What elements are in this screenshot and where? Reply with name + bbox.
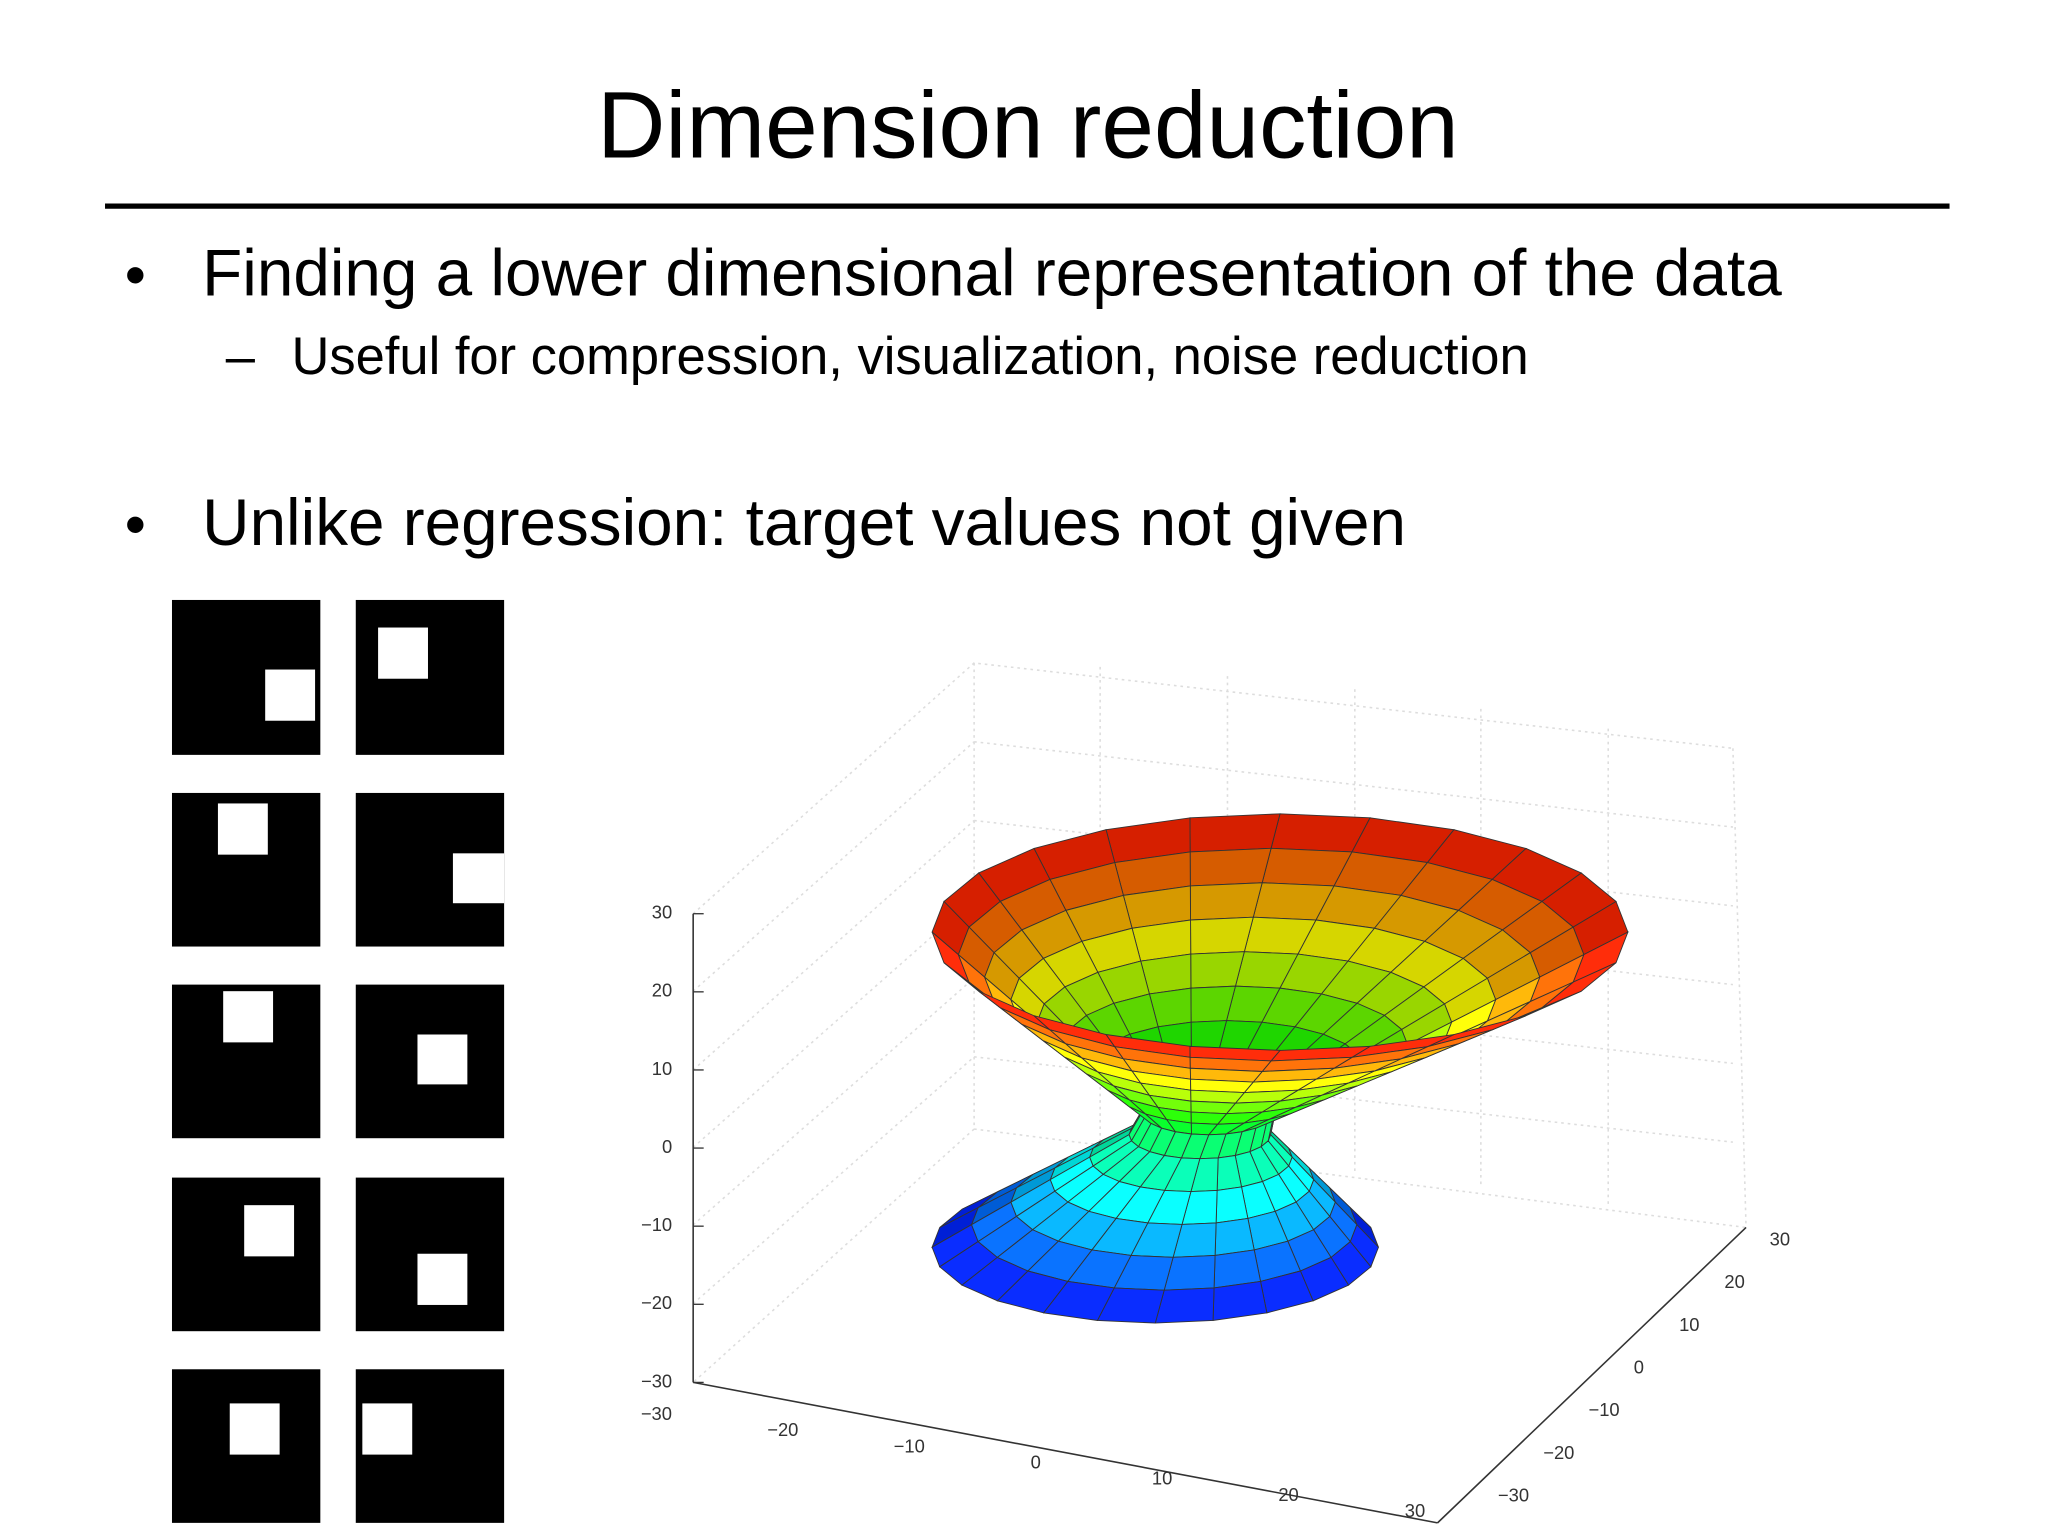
image-patch	[217, 803, 268, 855]
surface-patch	[1189, 847, 1272, 887]
z-tick-label: −30	[641, 1370, 672, 1391]
surface-patch	[1190, 951, 1245, 989]
surface-patch	[1154, 1287, 1215, 1324]
title: Dimension reduction	[597, 73, 1459, 179]
x-tick-label: 20	[1278, 1484, 1298, 1505]
surface-plot: 30 20 10 0 −10 −20 −30 −30 −20 −10 0 10 20 30 30 20 10 0 −…	[641, 662, 1790, 1524]
y-tick-label: 20	[1724, 1271, 1744, 1292]
x-tick-label: −30	[641, 1403, 672, 1424]
surface	[931, 813, 1629, 1324]
surface-patch	[1190, 916, 1254, 955]
image-grid	[171, 599, 505, 1523]
image-patch	[223, 991, 274, 1043]
x-tick-label: 0	[1031, 1452, 1041, 1473]
x-tick-label: 10	[1152, 1468, 1172, 1489]
y-tick-label: 0	[1634, 1356, 1644, 1377]
image	[355, 599, 505, 755]
z-tick-label: 0	[662, 1136, 672, 1157]
surface-patch	[1096, 1287, 1165, 1324]
bullet-mark: •	[125, 240, 146, 308]
tick-labels: 30 20 10 0 −10 −20 −30 −30 −20 −10 0 10 20 30 30 20 10 0 −…	[641, 902, 1790, 1521]
y-tick-label: 10	[1679, 1314, 1699, 1335]
x-tick-label: −20	[767, 1419, 798, 1440]
sub-bullet-mark: –	[226, 327, 256, 386]
z-tick-label: 30	[652, 902, 672, 923]
y-tick-label: 30	[1770, 1228, 1790, 1249]
z-tick-label: 10	[652, 1058, 672, 1079]
y-tick-label: −20	[1543, 1442, 1574, 1463]
image-patch	[378, 627, 428, 679]
image-patch	[244, 1205, 295, 1257]
z-tick-label: 20	[652, 980, 672, 1001]
image-patch	[452, 853, 505, 904]
x-tick-label: −10	[894, 1435, 925, 1456]
x-tick-label: 30	[1405, 1500, 1425, 1521]
image-patch	[265, 669, 316, 721]
y-tick-label: −30	[1498, 1484, 1529, 1505]
surface-patch	[1189, 813, 1281, 853]
z-tick-label: −10	[641, 1214, 672, 1235]
image-patch	[417, 1034, 468, 1085]
z-tick-label: −20	[641, 1292, 672, 1313]
image-patch	[229, 1403, 280, 1455]
bullet-text: Unlike regression: target values not giv…	[202, 486, 1406, 559]
image-patch	[362, 1403, 413, 1455]
sub-bullet-text: Useful for compression, visualization, n…	[291, 327, 1528, 386]
surface-patch	[1214, 1217, 1255, 1256]
surface-patch	[1189, 882, 1263, 921]
bullet-mark: •	[125, 490, 146, 558]
image-patch	[417, 1253, 468, 1305]
y-tick-label: −10	[1589, 1399, 1620, 1420]
bullet-text: Finding a lower dimensional representati…	[202, 236, 1782, 309]
